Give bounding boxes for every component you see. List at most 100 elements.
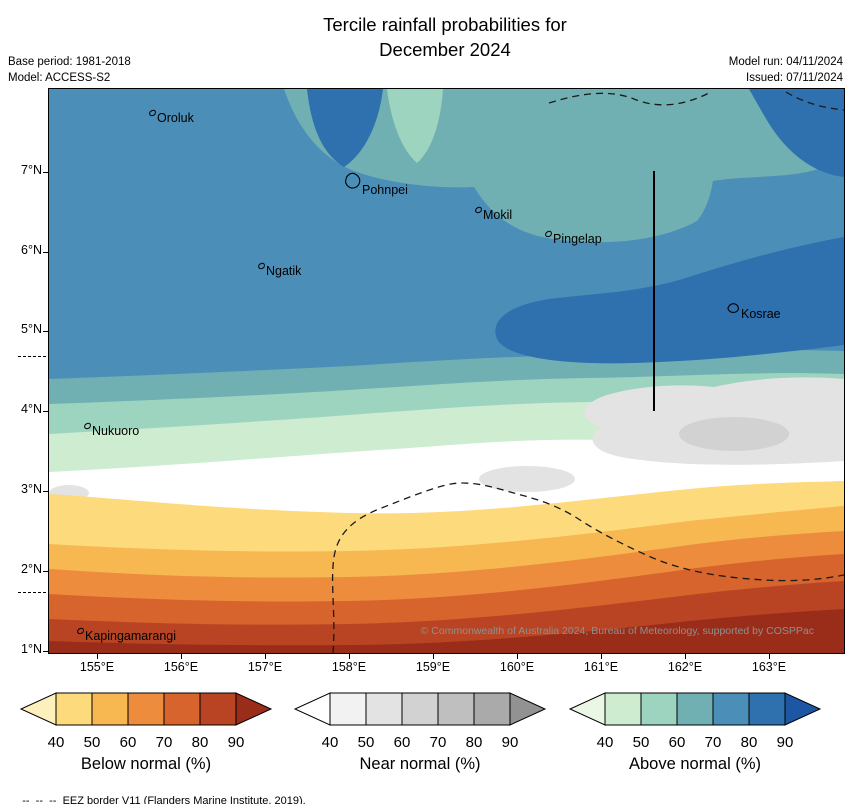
x-axis-tick-label: 156°E [163, 660, 199, 674]
eez-border-fragment [18, 356, 46, 357]
eez-border-line-northeast-2 [785, 91, 844, 111]
legend-tick-label: 50 [632, 734, 650, 751]
legend-title: Below normal (%) [80, 755, 212, 773]
x-axis-tick-mark [349, 654, 350, 659]
legend-title: Near normal (%) [359, 755, 481, 773]
place-name: Pohnpei [362, 183, 408, 197]
legend-tick-label: 60 [668, 734, 686, 751]
x-axis-tick-label: 161°E [583, 660, 619, 674]
page-title: Tercile rainfall probabilities for Decem… [40, 12, 850, 62]
legend-arrow-left [568, 692, 606, 726]
x-axis-tick-mark [181, 654, 182, 659]
place-label-ngatik: Ngatik [257, 262, 302, 278]
place-name: Oroluk [157, 111, 194, 125]
legend-above: 40 50 60 70 80 90 Above normal (%) [567, 692, 823, 780]
legend-tick-label: 70 [704, 734, 722, 751]
legend-tick-label: 40 [321, 734, 339, 751]
place-label-mokil: Mokil [474, 206, 512, 222]
y-axis-tick-mark [43, 491, 48, 492]
legend-tick-label: 60 [119, 734, 137, 751]
y-axis-tick-label: 7°N [21, 163, 42, 177]
legend-tick-label: 50 [357, 734, 375, 751]
legend-tick-label: 90 [501, 734, 519, 751]
legend-segment [163, 692, 201, 726]
base-period-text: Base period: 1981-2018 [8, 56, 131, 68]
legend-colorbar-near [293, 692, 547, 726]
legend-segment [199, 692, 237, 726]
rainfall-probability-map [49, 89, 844, 653]
place-label-pingelap: Pingelap [544, 230, 602, 246]
legend-arrow-right [784, 692, 822, 726]
legend-segment [712, 692, 750, 726]
legend-colorbar-below [19, 692, 273, 726]
x-axis-tick-label: 163°E [751, 660, 787, 674]
legend-tick-label: 40 [596, 734, 614, 751]
kosrae-island-outline [727, 303, 739, 313]
near-normal-60-70-core [679, 417, 789, 451]
model-run-text: Model run: 04/11/2024 [728, 56, 843, 68]
x-axis-tick-label: 159°E [415, 660, 451, 674]
place-name: Kapingamarangi [85, 629, 177, 643]
legend-segment [127, 692, 165, 726]
x-axis-tick-mark [685, 654, 686, 659]
above-normal-80-90-northeast-region [749, 89, 844, 177]
y-axis-tick-label: 2°N [21, 562, 42, 576]
legend-near: 40 50 60 70 80 90 Near normal (%) [292, 692, 548, 780]
issued-date-text: Issued: 07/11/2024 [746, 72, 843, 84]
meta-left: Base period: 1981-2018 Model: ACCESS-S2 [8, 54, 131, 86]
place-name: Ngatik [266, 264, 302, 278]
legend-segment [91, 692, 129, 726]
map-copyright: © Commonwealth of Australia 2024, Bureau… [420, 625, 814, 637]
y-axis-tick-mark [43, 331, 48, 332]
pohnpei-island-outline [345, 172, 361, 189]
map-area: © Commonwealth of Australia 2024, Bureau… [48, 88, 845, 654]
x-axis-tick-label: 160°E [499, 660, 535, 674]
eez-border-fragment [18, 592, 46, 593]
x-axis-tick-mark [601, 654, 602, 659]
y-axis-tick-label: 3°N [21, 482, 42, 496]
x-axis-tick-mark [265, 654, 266, 659]
y-axis-tick-mark [43, 651, 48, 652]
legend-arrow-right [509, 692, 547, 726]
y-axis-tick-label: 5°N [21, 322, 42, 336]
legend-tick-row: 40 50 60 70 80 90 [292, 734, 548, 753]
above-normal-80-90-north-region [307, 89, 383, 167]
legend-tick-label: 50 [83, 734, 101, 751]
legend-segment [401, 692, 439, 726]
legend-below: 40 50 60 70 80 90 Below normal (%) [18, 692, 274, 780]
legend-segment [437, 692, 475, 726]
eez-border-line-main [331, 482, 844, 653]
x-axis-tick-mark [97, 654, 98, 659]
legend-tick-label: 70 [155, 734, 173, 751]
place-name: Pingelap [553, 232, 602, 246]
x-axis-tick-label: 158°E [331, 660, 367, 674]
legend-tick-row: 40 50 60 70 80 90 [18, 734, 274, 753]
place-label-pohnpei: Pohnpei [362, 183, 408, 197]
place-label-kosrae: Kosrae [741, 307, 781, 321]
place-name: Kosrae [741, 307, 781, 321]
x-axis-tick-mark [517, 654, 518, 659]
legend-arrow-left [19, 692, 57, 726]
legend-arrow-left [293, 692, 331, 726]
y-axis-tick-label: 6°N [21, 243, 42, 257]
legend-segment [329, 692, 367, 726]
legend-tick-label: 90 [776, 734, 794, 751]
place-label-nukuoro: Nukuoro [83, 422, 139, 438]
place-label-oroluk: Oroluk [148, 109, 194, 125]
x-axis-tick-label: 157°E [247, 660, 283, 674]
above-normal-50-60-top-region [387, 89, 443, 163]
meta-right: Model run: 04/11/2024 Issued: 07/11/2024 [729, 54, 843, 86]
near-normal-patch-central [479, 466, 575, 492]
legend-tick-label: 80 [740, 734, 758, 751]
x-axis-tick-mark [769, 654, 770, 659]
legend-tick-label: 40 [47, 734, 65, 751]
eez-border-line-northeast-1 [548, 92, 710, 106]
y-axis-tick-label: 4°N [21, 402, 42, 416]
title-line2: December 2024 [379, 39, 511, 60]
place-label-kapingamarangi: Kapingamarangi [76, 627, 177, 643]
legend-tick-label: 70 [429, 734, 447, 751]
y-axis-tick-label: 1°N [21, 642, 42, 656]
eez-line-symbol: -- -- -- [22, 795, 63, 804]
legend-tick-label: 60 [393, 734, 411, 751]
